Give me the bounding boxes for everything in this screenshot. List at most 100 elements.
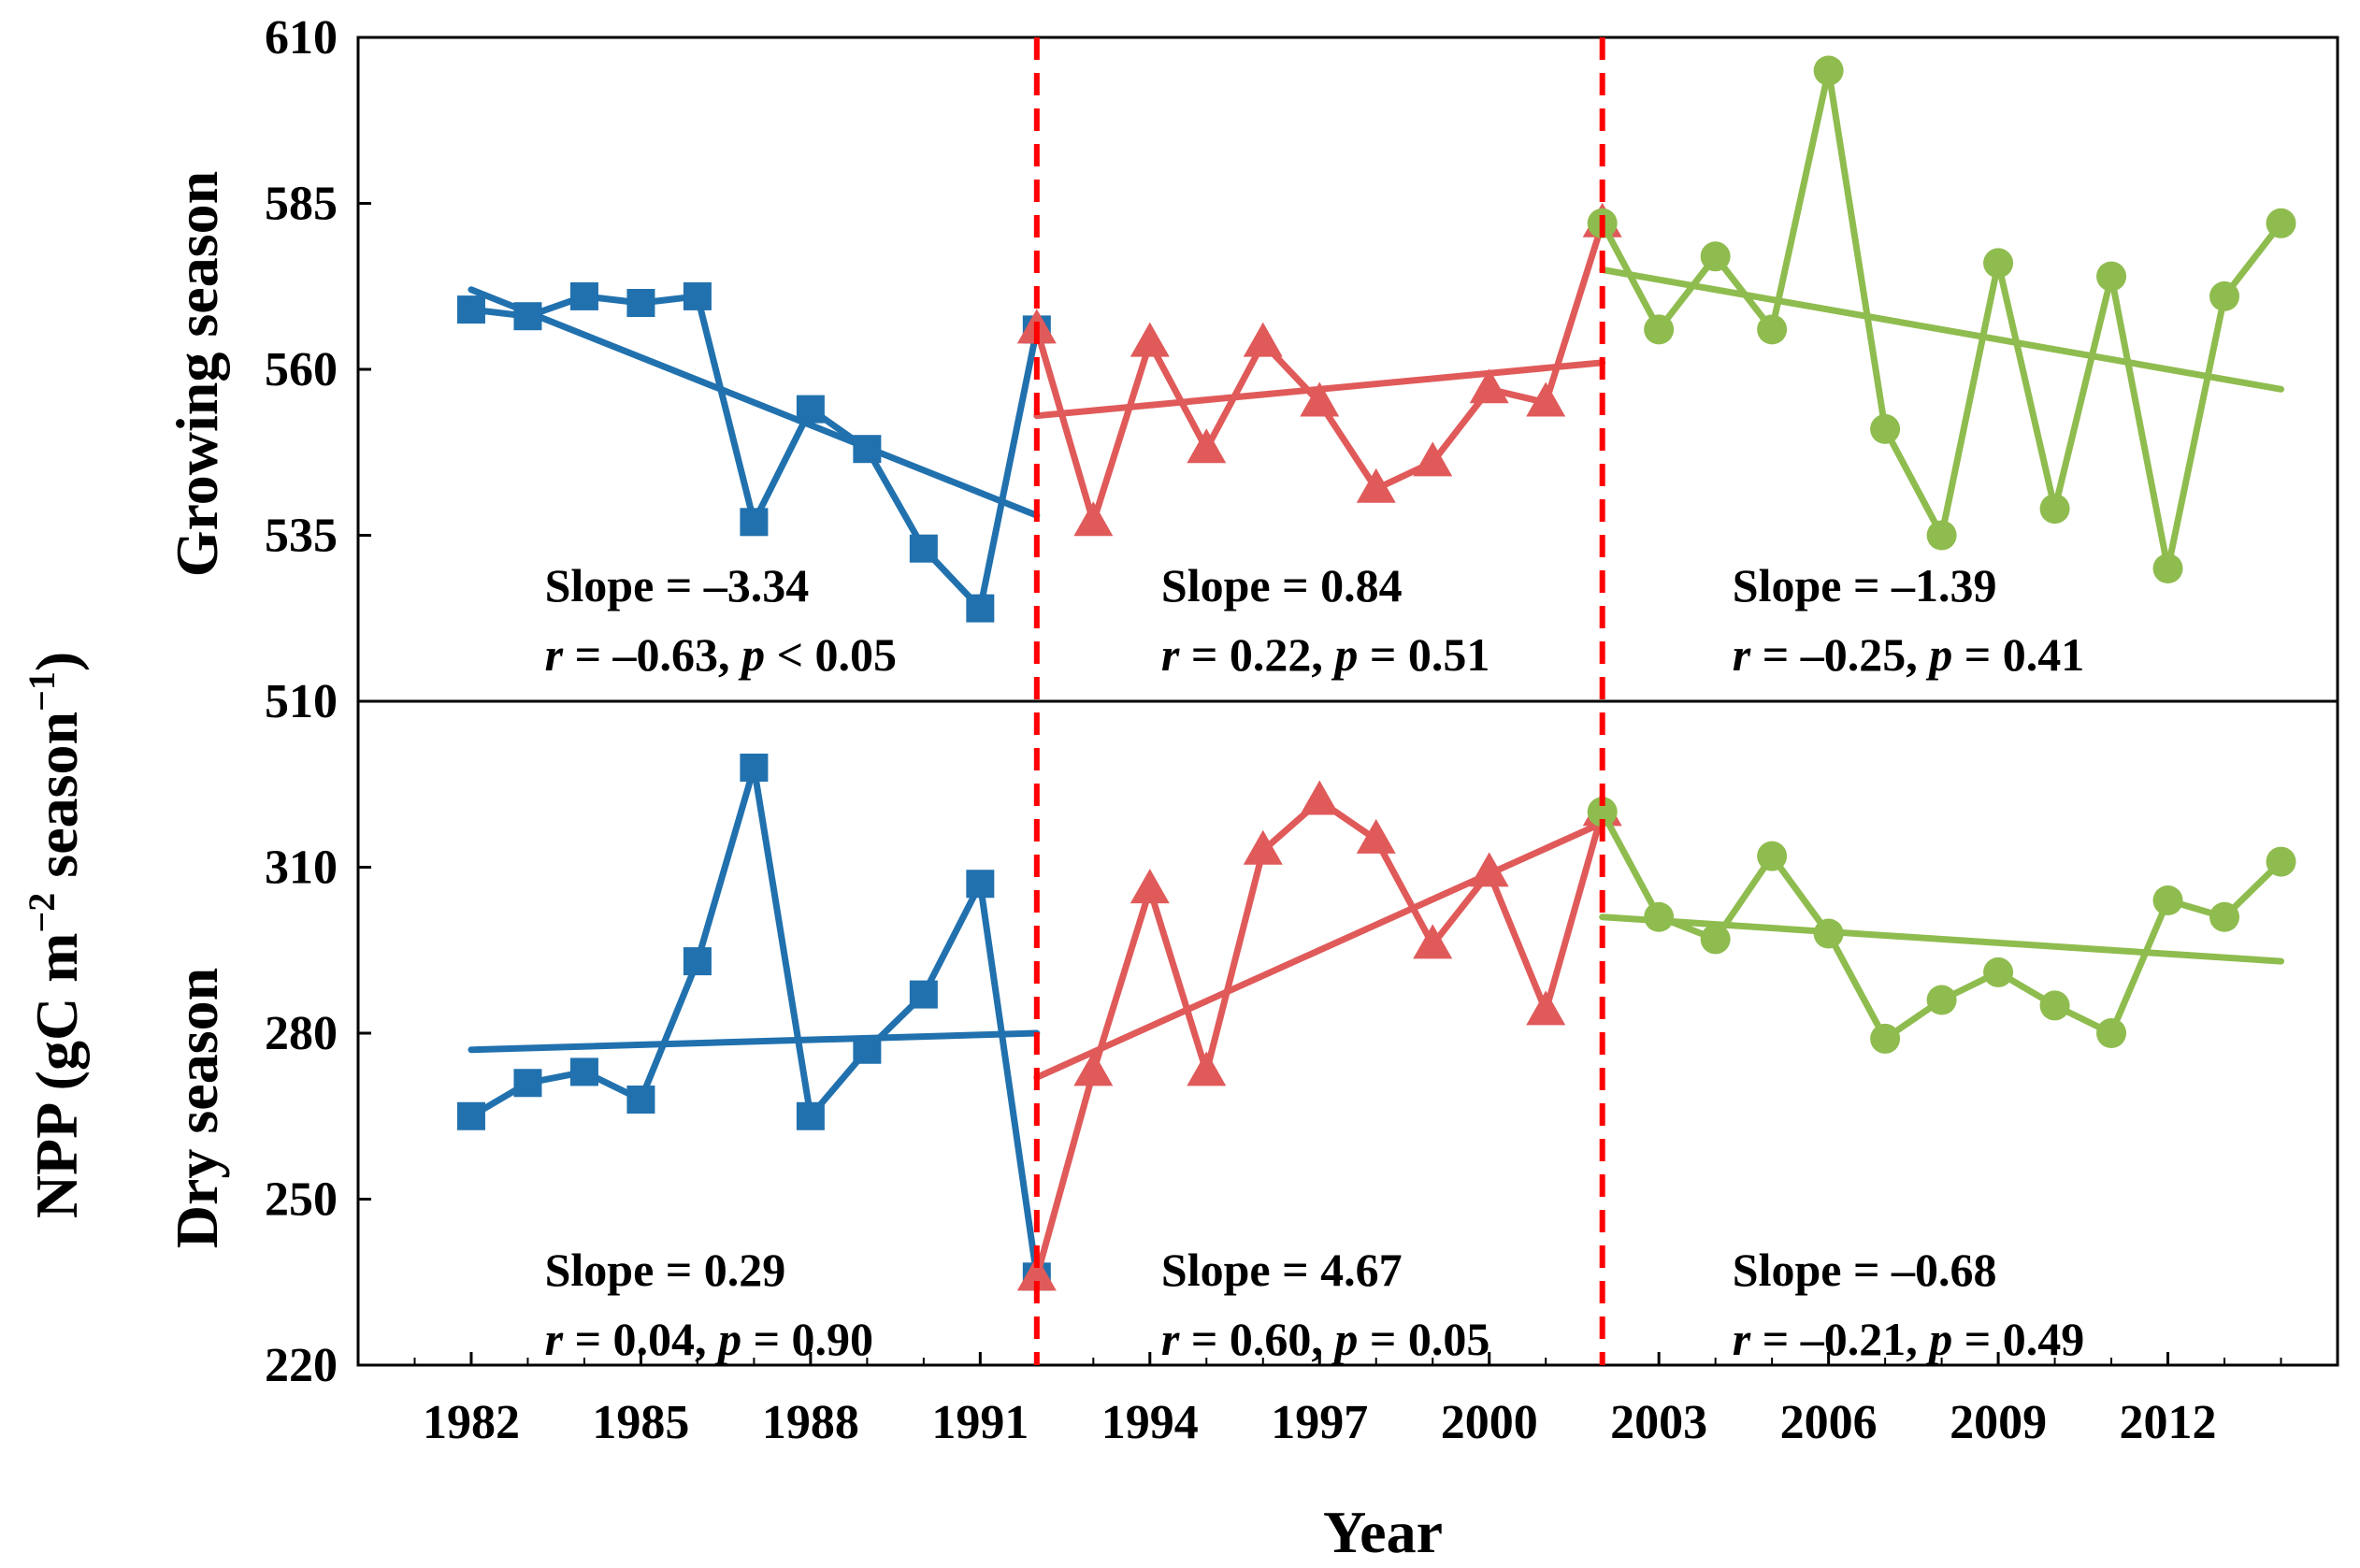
data-point-dry-p1 xyxy=(909,980,938,1009)
stat-label-growing-p1: r = –0.63, p < 0.05 xyxy=(545,628,897,681)
y-axis-title-sup2: −1 xyxy=(21,671,63,712)
slope-label-growing-p2: Slope = 0.84 xyxy=(1161,559,1403,611)
data-point-dry-p3 xyxy=(1644,901,1675,932)
y-axis-title-main: NPP (gC m xyxy=(23,933,90,1219)
y-tick-label-dry: 310 xyxy=(265,842,338,895)
data-point-dry-p2 xyxy=(1469,852,1509,887)
data-point-dry-p1 xyxy=(853,1035,882,1064)
data-point-dry-p3 xyxy=(1870,1023,1901,1054)
x-tick-label: 1994 xyxy=(1101,1396,1199,1449)
x-tick-label: 2012 xyxy=(2120,1396,2217,1449)
data-point-dry-p2 xyxy=(1300,780,1340,815)
series-line-dry-p1 xyxy=(469,764,1041,1277)
stat-label-dry-p3: r = –0.21, p = 0.49 xyxy=(1733,1313,2084,1365)
y-tick-label-dry: 280 xyxy=(265,1007,338,1060)
data-point-growing-p1 xyxy=(853,435,882,464)
data-point-dry-p3 xyxy=(1926,985,1957,1015)
x-tick-label: 1982 xyxy=(423,1396,520,1449)
data-point-growing-p3 xyxy=(1813,55,1844,86)
data-point-dry-p2 xyxy=(1073,1051,1114,1086)
stat-label-growing-p3: r = –0.25, p = 0.41 xyxy=(1733,628,2084,681)
data-point-growing-p2 xyxy=(1413,441,1453,477)
x-tick-label: 1997 xyxy=(1271,1396,1368,1449)
x-tick-label: 1988 xyxy=(762,1396,859,1449)
panel-label-dry: Dry season xyxy=(164,968,230,1248)
series-line-growing-p3 xyxy=(1599,67,2284,572)
slope-label-growing-p1: Slope = –3.34 xyxy=(545,559,810,611)
y-axis-title-mid: season xyxy=(23,712,90,893)
data-point-dry-p3 xyxy=(2096,1018,2127,1048)
data-point-growing-p3 xyxy=(2152,554,2183,583)
data-point-growing-p2 xyxy=(1243,322,1283,357)
data-point-dry-p3 xyxy=(2209,901,2240,932)
slope-label-growing-p3: Slope = –1.39 xyxy=(1733,559,1997,611)
y-tick-label-growing: 535 xyxy=(265,510,338,563)
data-point-dry-p2 xyxy=(1243,829,1283,865)
data-point-dry-p1 xyxy=(683,947,712,976)
data-point-growing-p3 xyxy=(1870,413,1901,444)
data-point-dry-p2 xyxy=(1413,924,1453,959)
x-tick-label: 2009 xyxy=(1950,1396,2047,1449)
y-axis-title-sup: −2 xyxy=(21,893,63,933)
stat-label-dry-p2: r = 0.60, p = 0.05 xyxy=(1161,1313,1489,1365)
data-point-dry-p2 xyxy=(1016,1256,1057,1291)
data-point-growing-p3 xyxy=(2209,281,2240,311)
data-point-growing-p1 xyxy=(569,281,598,310)
x-tick-label: 2000 xyxy=(1441,1396,1538,1449)
slope-label-dry-p2: Slope = 4.67 xyxy=(1161,1244,1403,1296)
data-point-growing-p2 xyxy=(1356,468,1396,503)
data-point-growing-p2 xyxy=(1073,501,1114,537)
data-point-dry-p1 xyxy=(966,870,995,899)
data-point-growing-p2 xyxy=(1469,368,1509,404)
x-tick-label: 2006 xyxy=(1780,1396,1878,1449)
slope-label-dry-p1: Slope = 0.29 xyxy=(545,1244,786,1296)
data-point-dry-p2 xyxy=(1187,1051,1227,1086)
data-point-dry-p3 xyxy=(1700,924,1731,955)
data-point-growing-p1 xyxy=(909,534,938,563)
data-point-growing-p3 xyxy=(1700,241,1731,272)
data-point-dry-p1 xyxy=(740,754,769,782)
trend-line-dry-p1 xyxy=(468,1029,1041,1054)
data-point-growing-p1 xyxy=(683,281,712,310)
data-point-growing-p3 xyxy=(2096,261,2127,292)
panel-label-growing: Growing season xyxy=(164,171,230,577)
data-point-dry-p3 xyxy=(1757,841,1788,871)
y-tick-label-growing: 510 xyxy=(265,675,338,728)
data-point-growing-p3 xyxy=(1926,520,1957,551)
x-tick-label: 2003 xyxy=(1610,1396,1707,1449)
data-point-dry-p1 xyxy=(456,1101,485,1130)
x-tick-label: 1991 xyxy=(931,1396,1029,1449)
data-point-dry-p2 xyxy=(1356,818,1396,854)
data-point-growing-p2 xyxy=(1187,428,1227,464)
data-point-growing-p1 xyxy=(456,295,485,324)
data-point-dry-p1 xyxy=(796,1101,825,1130)
data-point-dry-p3 xyxy=(1587,797,1618,827)
plot-layer: 1982 1985 1988 1991 1994 1997 2000 2003 2006 2009… xyxy=(265,11,2339,1449)
stat-label-dry-p1: r = 0.04, p = 0.90 xyxy=(545,1313,873,1365)
y-axis-title: NPP (gC m−2 season−1) xyxy=(21,652,90,1218)
data-point-growing-p2 xyxy=(1130,322,1170,357)
y-tick-label-dry: 250 xyxy=(265,1173,338,1227)
slope-label-dry-p3: Slope = –0.68 xyxy=(1733,1244,1997,1296)
data-point-growing-p3 xyxy=(2266,208,2296,238)
data-point-growing-p1 xyxy=(513,302,542,331)
y-tick-label-growing: 560 xyxy=(265,343,338,396)
data-point-growing-p3 xyxy=(1757,314,1788,345)
data-point-growing-p1 xyxy=(966,594,995,623)
y-tick-label-growing: 585 xyxy=(265,178,338,231)
data-point-growing-p1 xyxy=(740,508,769,537)
data-point-dry-p3 xyxy=(2266,846,2296,877)
data-point-dry-p2 xyxy=(1130,869,1170,904)
x-tick-label: 1985 xyxy=(592,1396,689,1449)
data-point-growing-p2 xyxy=(1526,381,1566,417)
data-point-growing-p1 xyxy=(796,395,825,424)
trend-line-growing-p1 xyxy=(468,286,1041,519)
data-point-growing-p3 xyxy=(1644,314,1675,345)
data-point-growing-p1 xyxy=(626,289,655,317)
data-point-growing-p3 xyxy=(2039,494,2070,525)
data-point-dry-p1 xyxy=(513,1069,542,1098)
y-tick-label-dry: 220 xyxy=(265,1339,338,1392)
data-point-dry-p2 xyxy=(1526,990,1566,1026)
data-point-dry-p1 xyxy=(626,1086,655,1114)
